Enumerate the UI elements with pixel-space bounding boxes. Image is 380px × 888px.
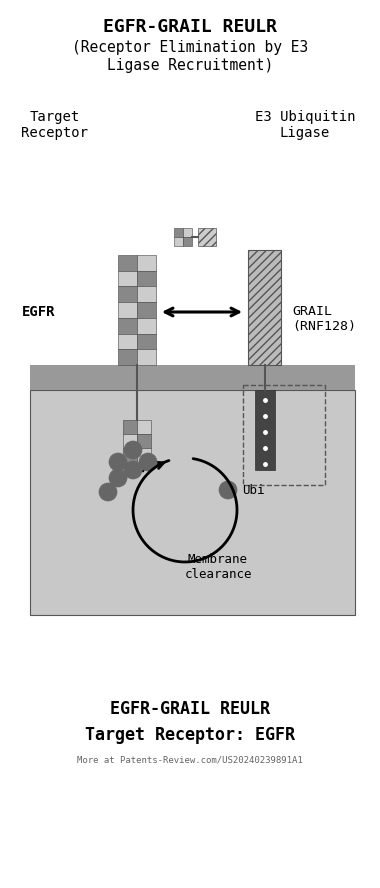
Bar bbox=[137, 448, 151, 462]
Bar bbox=[137, 420, 151, 434]
Circle shape bbox=[99, 483, 117, 501]
Text: E3 Ubiquitin
Ligase: E3 Ubiquitin Ligase bbox=[255, 110, 355, 140]
Circle shape bbox=[139, 453, 157, 471]
Bar bbox=[123, 420, 137, 434]
Bar bbox=[118, 255, 137, 271]
Bar bbox=[255, 390, 274, 470]
Text: Ubi: Ubi bbox=[242, 483, 264, 496]
Text: GRAIL
(RNF128): GRAIL (RNF128) bbox=[292, 305, 356, 333]
Text: Target Receptor: EGFR: Target Receptor: EGFR bbox=[85, 726, 295, 744]
Text: Target
Receptor: Target Receptor bbox=[22, 110, 89, 140]
Bar bbox=[183, 237, 192, 246]
Text: More at Patents-Review.com/US20240239891A1: More at Patents-Review.com/US20240239891… bbox=[77, 755, 303, 764]
Bar bbox=[183, 228, 192, 237]
Bar bbox=[118, 287, 137, 302]
Text: Ligase Recruitment): Ligase Recruitment) bbox=[107, 58, 273, 73]
Circle shape bbox=[124, 461, 142, 479]
Text: (Receptor Elimination by E3: (Receptor Elimination by E3 bbox=[72, 40, 308, 55]
Bar bbox=[174, 237, 183, 246]
Bar bbox=[137, 318, 156, 334]
Bar bbox=[118, 318, 137, 334]
Text: EGFR-GRAIL REULR: EGFR-GRAIL REULR bbox=[110, 700, 270, 718]
Bar bbox=[198, 228, 216, 246]
Text: EGFR-GRAIL REULR: EGFR-GRAIL REULR bbox=[103, 18, 277, 36]
Bar bbox=[137, 302, 156, 318]
Bar bbox=[30, 365, 355, 390]
Bar bbox=[118, 334, 137, 349]
Bar bbox=[248, 250, 281, 365]
Bar bbox=[123, 434, 137, 448]
Circle shape bbox=[109, 469, 127, 487]
Circle shape bbox=[219, 481, 237, 499]
Text: Membrane
clearance: Membrane clearance bbox=[184, 553, 252, 581]
Bar bbox=[137, 334, 156, 349]
Bar bbox=[242, 385, 325, 485]
Bar bbox=[174, 228, 183, 237]
Bar bbox=[123, 448, 137, 462]
Bar bbox=[118, 349, 137, 365]
Bar bbox=[118, 302, 137, 318]
Circle shape bbox=[109, 453, 127, 471]
Bar bbox=[137, 287, 156, 302]
Bar bbox=[137, 271, 156, 287]
Bar bbox=[137, 349, 156, 365]
Text: EGFR: EGFR bbox=[22, 305, 55, 319]
Bar bbox=[137, 255, 156, 271]
Bar bbox=[30, 390, 355, 615]
Bar bbox=[137, 434, 151, 448]
Bar bbox=[118, 271, 137, 287]
Circle shape bbox=[124, 441, 142, 459]
